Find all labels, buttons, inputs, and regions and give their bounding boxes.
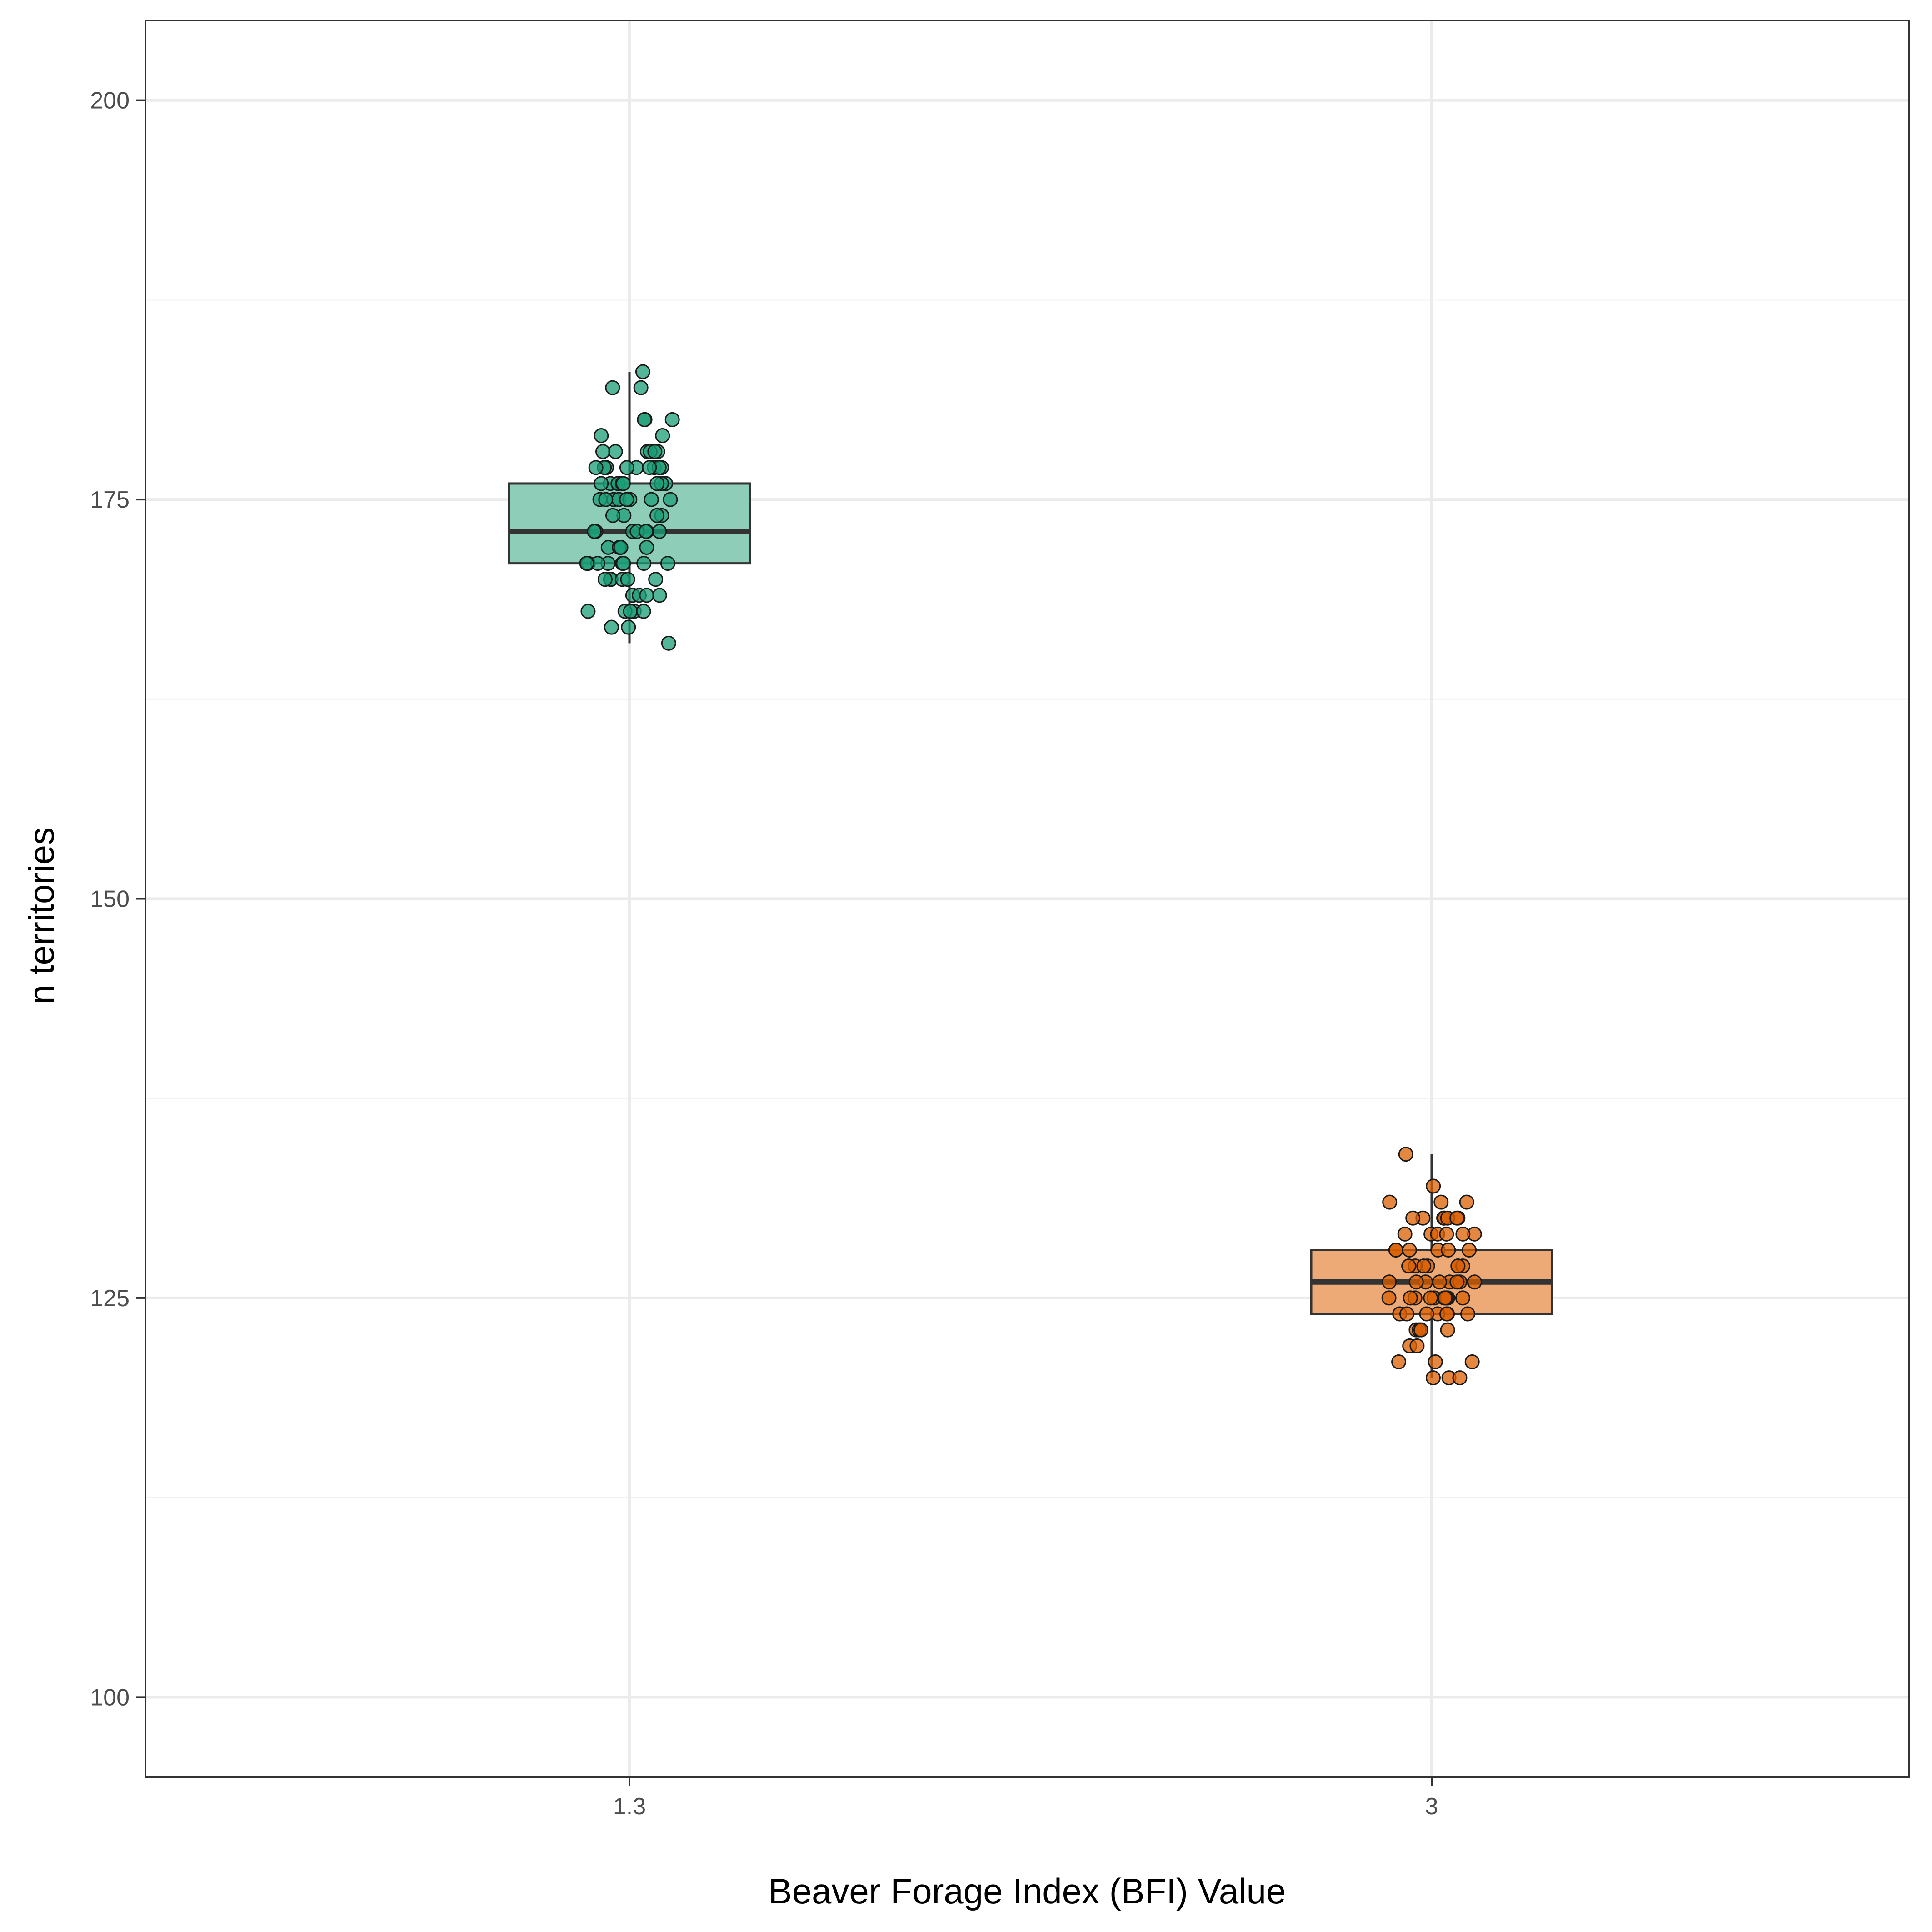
data-point (1464, 1354, 1480, 1369)
data-point (652, 524, 667, 539)
data-point (639, 540, 654, 555)
data-point (1460, 1306, 1475, 1322)
data-point (1438, 1290, 1453, 1306)
data-point (1449, 1274, 1465, 1290)
data-point (1455, 1290, 1470, 1306)
data-point (1382, 1274, 1397, 1290)
data-point (1433, 1194, 1449, 1210)
data-point (615, 476, 631, 491)
minor-gridlines (145, 299, 1909, 1498)
data-point (660, 556, 675, 571)
y-tick-label: 200 (90, 88, 130, 114)
data-point (1413, 1322, 1429, 1338)
data-point (1397, 1226, 1413, 1242)
data-point (1423, 1290, 1438, 1306)
data-point (639, 588, 654, 603)
data-point (588, 460, 604, 475)
data-point (1398, 1147, 1413, 1162)
data-point (598, 492, 614, 507)
data-point (664, 412, 680, 427)
data-point (616, 556, 631, 571)
data-point (594, 428, 609, 444)
data-point (648, 572, 664, 587)
data-point (1416, 1258, 1432, 1274)
data-point (597, 572, 613, 587)
data-point (1426, 1178, 1441, 1194)
data-point (1381, 1290, 1397, 1306)
data-point (1401, 1258, 1417, 1274)
y-tick-label: 100 (90, 1684, 130, 1711)
data-point (1450, 1258, 1466, 1274)
data-point (1441, 1243, 1456, 1258)
data-point (605, 508, 620, 523)
x-axis: 1.3 3 (613, 1777, 1438, 1820)
data-point (1391, 1354, 1407, 1369)
data-point (647, 444, 663, 459)
y-tick-label: 175 (90, 487, 130, 513)
data-point (652, 588, 667, 603)
data-point (637, 412, 652, 427)
data-point (1452, 1370, 1468, 1386)
data-point (1408, 1274, 1424, 1290)
data-point (1403, 1290, 1418, 1306)
data-point (595, 444, 611, 459)
y-tick-label: 150 (90, 886, 130, 913)
data-point (1461, 1243, 1477, 1258)
data-point (1455, 1226, 1471, 1242)
data-point (1402, 1243, 1417, 1258)
data-point (1382, 1194, 1398, 1210)
data-point (604, 619, 619, 635)
data-point (619, 492, 634, 507)
data-point (620, 572, 635, 587)
data-point (638, 524, 654, 539)
data-point (636, 604, 651, 619)
major-gridlines (145, 20, 1909, 1777)
data-point (1419, 1306, 1434, 1322)
data-point (644, 492, 659, 507)
data-point (649, 508, 665, 523)
data-point (642, 460, 657, 475)
data-point (633, 380, 649, 395)
data-point (635, 364, 650, 379)
data-point (655, 428, 670, 444)
data-point (1440, 1322, 1455, 1338)
data-point (1449, 1210, 1465, 1226)
box-iqr (508, 482, 751, 565)
data-point (663, 492, 678, 507)
data-point (605, 380, 620, 395)
data-point (1459, 1194, 1474, 1210)
x-tick-label: 1.3 (613, 1793, 646, 1820)
data-point (1467, 1274, 1482, 1290)
data-point (1425, 1370, 1441, 1386)
data-point (649, 476, 665, 491)
data-point (587, 524, 602, 539)
data-point (608, 444, 623, 459)
data-point (580, 604, 596, 619)
data-point (579, 556, 594, 571)
data-point (623, 604, 638, 619)
data-point (1439, 1306, 1455, 1322)
x-tick-label: 3 (1425, 1793, 1438, 1820)
data-point (1432, 1274, 1447, 1290)
data-point (636, 556, 652, 571)
data-point (1405, 1210, 1421, 1226)
data-point (594, 476, 609, 491)
data-point (621, 619, 636, 635)
data-point (1399, 1306, 1414, 1322)
data-point (613, 540, 629, 555)
y-tick-label: 125 (90, 1285, 130, 1312)
data-point (1409, 1338, 1425, 1353)
x-axis-title: Beaver Forage Index (BFI) Value (769, 1871, 1286, 1911)
data-point (1388, 1243, 1404, 1258)
y-axis-title: n territories (21, 827, 61, 1004)
data-point (1439, 1226, 1454, 1242)
data-point (619, 460, 634, 475)
jitter-points (579, 364, 1482, 1386)
y-axis: 100 125 150 175 200 (90, 88, 145, 1711)
data-point (1428, 1354, 1443, 1369)
data-point (661, 635, 676, 651)
